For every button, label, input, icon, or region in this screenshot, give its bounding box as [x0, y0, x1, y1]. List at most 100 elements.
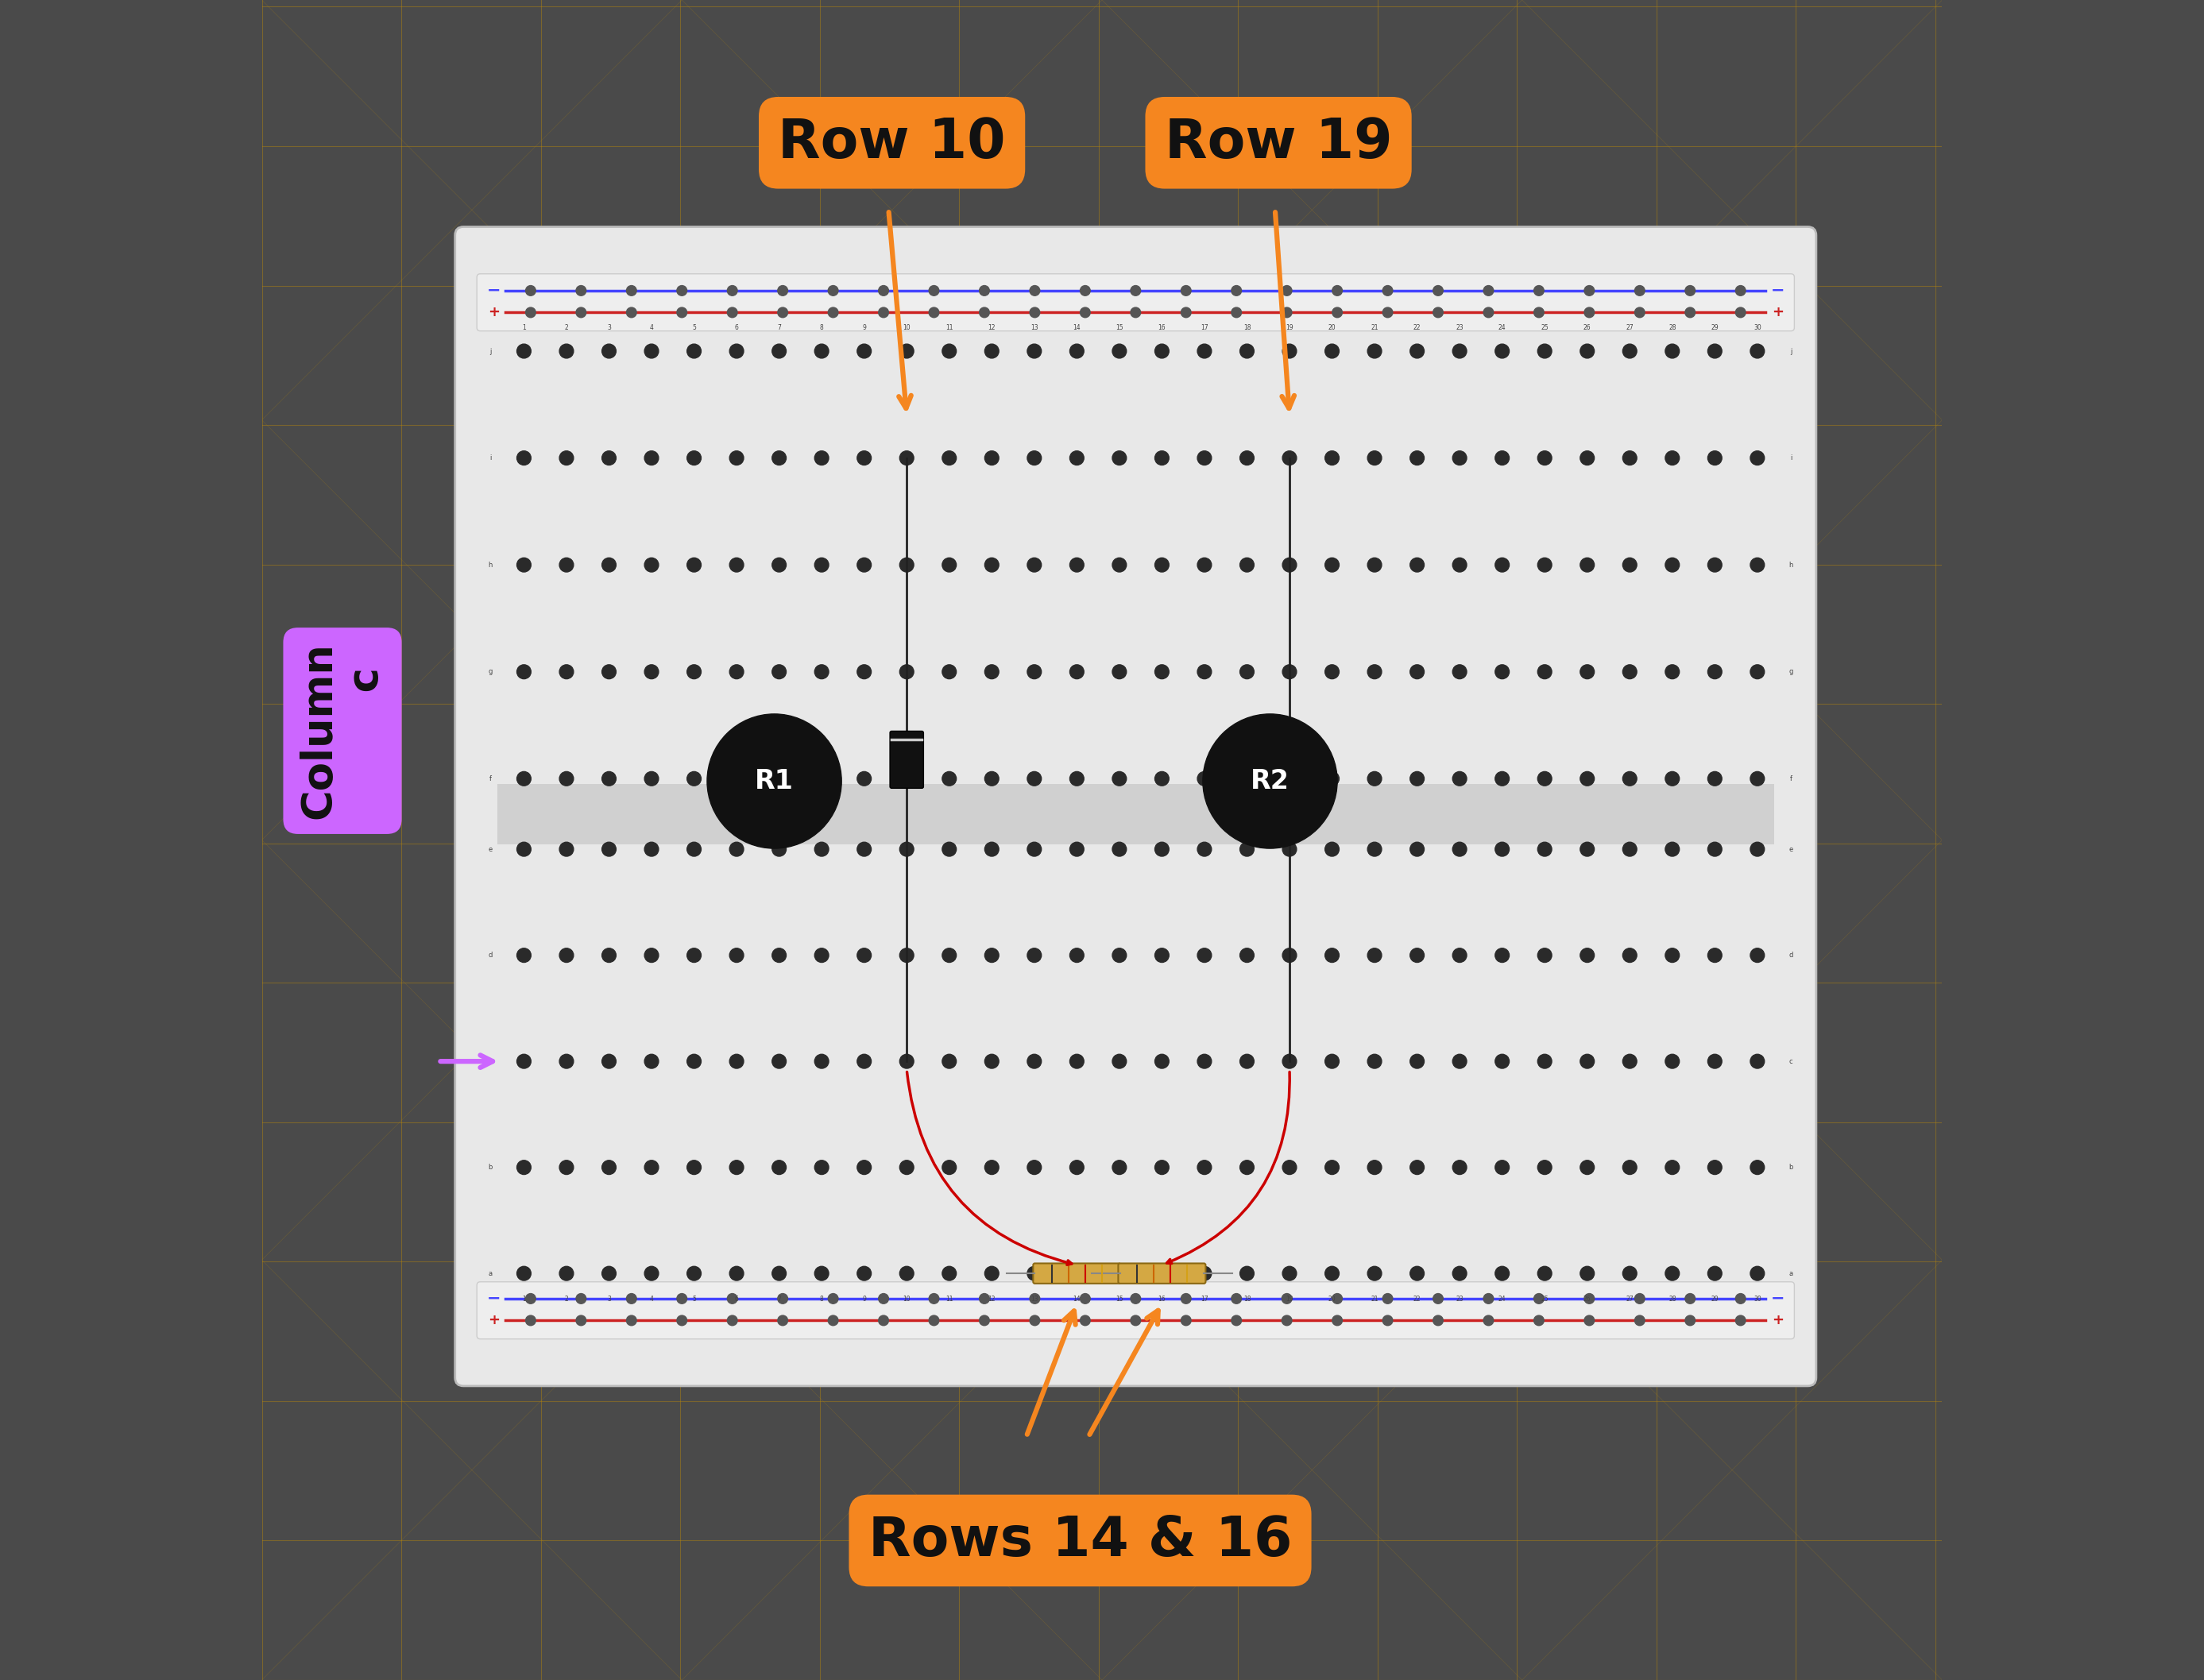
Circle shape — [1027, 771, 1040, 786]
Circle shape — [857, 771, 871, 786]
Circle shape — [928, 1294, 939, 1304]
Text: 18: 18 — [1243, 324, 1250, 331]
Circle shape — [1666, 665, 1679, 679]
Circle shape — [1494, 665, 1510, 679]
Circle shape — [1241, 771, 1254, 786]
Circle shape — [1366, 1267, 1382, 1280]
Circle shape — [730, 842, 743, 857]
Circle shape — [815, 558, 829, 571]
Circle shape — [771, 344, 787, 358]
Circle shape — [1580, 948, 1593, 963]
Circle shape — [1113, 344, 1126, 358]
FancyBboxPatch shape — [476, 274, 1794, 331]
Circle shape — [1382, 307, 1393, 318]
Circle shape — [1433, 286, 1444, 296]
Circle shape — [857, 344, 871, 358]
Circle shape — [1735, 1294, 1746, 1304]
Circle shape — [1585, 307, 1593, 318]
Circle shape — [1622, 771, 1638, 786]
Text: 23: 23 — [1457, 1295, 1463, 1302]
Circle shape — [1708, 1267, 1721, 1280]
Circle shape — [518, 771, 531, 786]
Text: +: + — [487, 1314, 500, 1327]
Circle shape — [899, 771, 915, 786]
Circle shape — [1027, 948, 1040, 963]
Circle shape — [518, 558, 531, 571]
Circle shape — [1232, 307, 1241, 318]
Circle shape — [1331, 286, 1342, 296]
Circle shape — [1131, 1294, 1142, 1304]
Circle shape — [1069, 558, 1084, 571]
Circle shape — [1666, 842, 1679, 857]
Circle shape — [1622, 948, 1638, 963]
Circle shape — [1538, 1161, 1552, 1174]
Circle shape — [1283, 1267, 1296, 1280]
Circle shape — [1325, 450, 1340, 465]
Circle shape — [1666, 558, 1679, 571]
Circle shape — [857, 1055, 871, 1068]
Circle shape — [1538, 665, 1552, 679]
Circle shape — [560, 842, 573, 857]
Circle shape — [1580, 558, 1593, 571]
Circle shape — [941, 842, 957, 857]
Circle shape — [1197, 344, 1212, 358]
Circle shape — [1241, 1055, 1254, 1068]
Circle shape — [1241, 1161, 1254, 1174]
Circle shape — [1232, 286, 1241, 296]
Circle shape — [879, 286, 888, 296]
Circle shape — [1750, 558, 1765, 571]
Circle shape — [1241, 344, 1254, 358]
Circle shape — [518, 450, 531, 465]
Circle shape — [644, 558, 659, 571]
Circle shape — [1580, 665, 1593, 679]
Circle shape — [1113, 1161, 1126, 1174]
Circle shape — [941, 450, 957, 465]
Circle shape — [1080, 1315, 1091, 1326]
Text: +: + — [1772, 306, 1783, 319]
Circle shape — [1069, 665, 1084, 679]
Circle shape — [602, 842, 617, 857]
Circle shape — [985, 1267, 998, 1280]
Circle shape — [1241, 558, 1254, 571]
Circle shape — [815, 771, 829, 786]
Circle shape — [1750, 1055, 1765, 1068]
Circle shape — [1538, 771, 1552, 786]
Text: 6: 6 — [734, 324, 738, 331]
Circle shape — [1325, 1267, 1340, 1280]
Circle shape — [778, 286, 787, 296]
Circle shape — [1382, 1294, 1393, 1304]
Circle shape — [1666, 1267, 1679, 1280]
Text: c: c — [1790, 1058, 1792, 1065]
Circle shape — [1534, 286, 1545, 296]
Circle shape — [1666, 948, 1679, 963]
Text: 3: 3 — [606, 324, 611, 331]
Circle shape — [1452, 344, 1466, 358]
Text: a: a — [1790, 1270, 1794, 1277]
Circle shape — [899, 1055, 915, 1068]
Circle shape — [979, 1315, 990, 1326]
Circle shape — [1366, 665, 1382, 679]
Circle shape — [644, 1055, 659, 1068]
Text: 24: 24 — [1499, 324, 1505, 331]
Circle shape — [677, 1294, 688, 1304]
Circle shape — [644, 665, 659, 679]
Circle shape — [778, 1315, 787, 1326]
Circle shape — [1325, 842, 1340, 857]
Text: 17: 17 — [1201, 1295, 1208, 1302]
Circle shape — [1080, 307, 1091, 318]
Circle shape — [1750, 771, 1765, 786]
Circle shape — [1534, 1294, 1545, 1304]
Circle shape — [1241, 665, 1254, 679]
Circle shape — [1708, 558, 1721, 571]
Circle shape — [1027, 1055, 1040, 1068]
Circle shape — [815, 1267, 829, 1280]
Circle shape — [1534, 307, 1545, 318]
Circle shape — [1027, 1161, 1040, 1174]
Circle shape — [727, 1315, 738, 1326]
Circle shape — [1080, 1294, 1091, 1304]
Circle shape — [1241, 450, 1254, 465]
Circle shape — [1580, 1055, 1593, 1068]
Text: Column
       c: Column c — [298, 642, 388, 820]
Circle shape — [688, 771, 701, 786]
Circle shape — [1483, 307, 1494, 318]
